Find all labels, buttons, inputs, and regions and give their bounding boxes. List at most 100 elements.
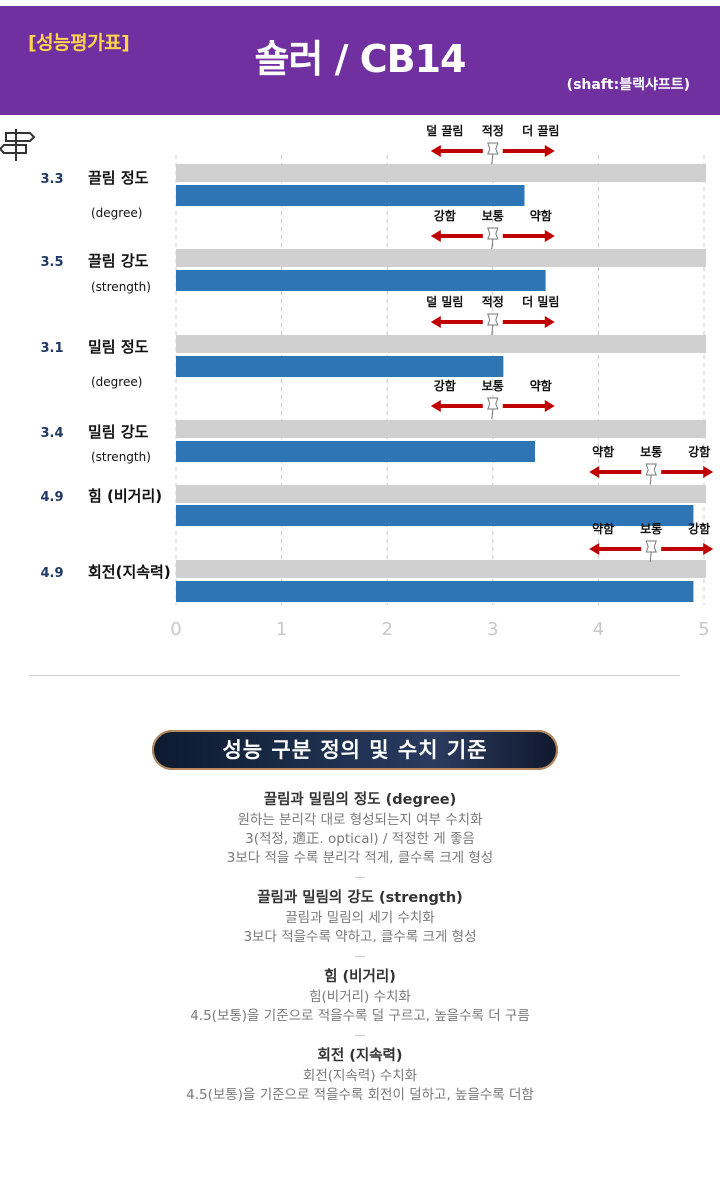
scale-label-low: 약함 [592,444,614,459]
scale-arrowhead-left [430,145,441,157]
pin-needle [491,238,494,250]
signpost-icon [0,129,36,161]
page-title: 숄러 / CB14 [254,37,467,81]
scale-label-low: 덜 끌림 [426,124,463,138]
value-bar [176,270,546,291]
header-tag: [성능평가표] [28,32,130,54]
header-banner: [성능평가표] 숄러 / CB14 (shaft:블랙샤프트) [0,0,720,115]
scale-label-mid: 보통 [640,444,662,459]
scale-arrowhead-right [544,316,555,328]
scale-arrowhead-left [589,543,600,555]
pin-icon [487,227,499,240]
definition-line: 회전(지속력) 수치화 [302,1068,418,1084]
scale-arrowhead-right [703,466,714,478]
value-bar [176,581,694,602]
scale-label-high: 강함 [688,521,710,536]
category-label: 밀림 정도 [88,338,149,356]
scale-label-high: 강함 [688,444,710,459]
scale-label-mid: 보통 [482,378,504,393]
definition-title: 힘 (비거리) [324,969,396,985]
category-sub-label: (degree) [91,206,142,220]
scale-arrowhead-right [544,400,555,412]
score-label: 3.1 [40,341,63,356]
definitions-list: 끌림과 밀림의 정도 (degree) 원하는 분리각 대로 형성되는지 여부 수… [0,790,720,1105]
scale-label-mid: 보통 [482,208,504,223]
track-bar [176,335,706,353]
scale-label-high: 더 밀림 [522,294,559,309]
scale-label-mid: 적정 [482,123,504,138]
score-label: 3.4 [40,426,63,441]
definition-separator [355,1035,365,1036]
pin-icon [487,397,499,410]
category-sub-label: (degree) [91,375,142,389]
track-bar [176,485,706,503]
scale-label-high: 더 끌림 [522,123,559,138]
definition-separator [355,877,365,878]
track-bar [176,560,706,578]
score-label: 4.9 [40,490,63,505]
value-bar [176,356,504,377]
pin-needle [649,474,652,486]
shaft-label: (shaft:블랙샤프트) [566,77,690,93]
value-bar [176,441,536,462]
pin-icon [487,142,499,155]
scale-arrowhead-right [544,230,555,242]
definitions-title: 성능 구분 정의 및 수치 기준 [152,730,558,770]
definition-title: 끌림과 밀림의 정도 (degree) [263,792,457,808]
x-tick-label: 4 [593,619,604,640]
pin-icon [645,463,657,476]
category-label: 회전(지속력) [88,563,171,581]
score-label: 3.5 [40,255,63,270]
definition-line: 4.5(보통)을 기준으로 적을수록 회전이 덜하고, 높을수록 더함 [186,1087,534,1103]
value-bar [176,505,694,526]
category-label: 끌림 강도 [88,252,149,270]
definition-line: 끌림과 밀림의 세기 수치화 [285,910,435,926]
pin-needle [491,408,494,420]
definition-line: 힘(비거리) 수치화 [309,989,411,1005]
pin-needle [649,551,652,563]
category-sub-label: (strength) [91,280,151,294]
x-tick-label: 5 [698,619,709,640]
scale-label-low: 약함 [592,521,614,536]
category-label: 끌림 정도 [88,169,149,187]
scale-arrowhead-left [430,230,441,242]
definition-line: 4.5(보통)을 기준으로 적을수록 덜 구르고, 높을수록 더 구름 [190,1008,530,1024]
pin-icon [487,313,499,326]
scale-label-high: 약함 [530,378,552,393]
scale-label-low: 강함 [434,208,456,223]
x-tick-label: 2 [381,619,392,640]
category-label: 밀림 강도 [88,423,149,441]
score-label: 3.3 [40,172,63,187]
scale-label-mid: 적정 [482,294,504,309]
definition-separator [355,956,365,957]
pin-icon [645,540,657,553]
category-label: 힘 (비거리) [88,487,162,505]
pin-needle [491,153,494,165]
scale-label-low: 덜 밀림 [426,295,463,309]
scale-arrowhead-right [544,145,555,157]
value-bar [176,185,525,206]
track-bar [176,164,706,182]
chart-svg: 3.3 끌림 정도(degree)덜 끌림 적정 더 끌림3.5 끌림 강도(stren… [0,123,714,640]
definition-line: 3(적정, 適正. optical) / 적정한 게 좋음 [245,831,475,847]
scale-arrowhead-left [589,466,600,478]
definition-title: 회전 (지속력) [317,1048,403,1064]
definition-title: 끌림과 밀림의 강도 (strength) [257,890,463,906]
definition-line: 원하는 분리각 대로 형성되는지 여부 수치화 [237,812,483,828]
x-tick-label: 0 [170,619,181,640]
x-tick-label: 3 [487,619,498,640]
performance-chart: 3.3 끌림 정도 (degree) 덜 끌림 적정 더 끌림 3.5 끌림 강도 (stren… [0,115,720,675]
scale-label-mid: 보통 [640,521,662,536]
scale-arrowhead-left [430,400,441,412]
scale-label-high: 약함 [530,208,552,223]
definition-line: 3보다 적을 수록 분리각 적게, 클수록 크게 형성 [226,850,494,866]
definition-line: 3보다 적을수록 약하고, 클수록 크게 형성 [243,929,477,945]
scale-label-low: 강함 [434,378,456,393]
score-label: 4.9 [40,566,63,581]
section-divider [30,675,680,676]
track-bar [176,249,706,267]
scale-arrowhead-right [703,543,714,555]
category-sub-label: (strength) [91,450,151,464]
x-tick-label: 1 [276,619,287,640]
pin-needle [491,324,494,336]
